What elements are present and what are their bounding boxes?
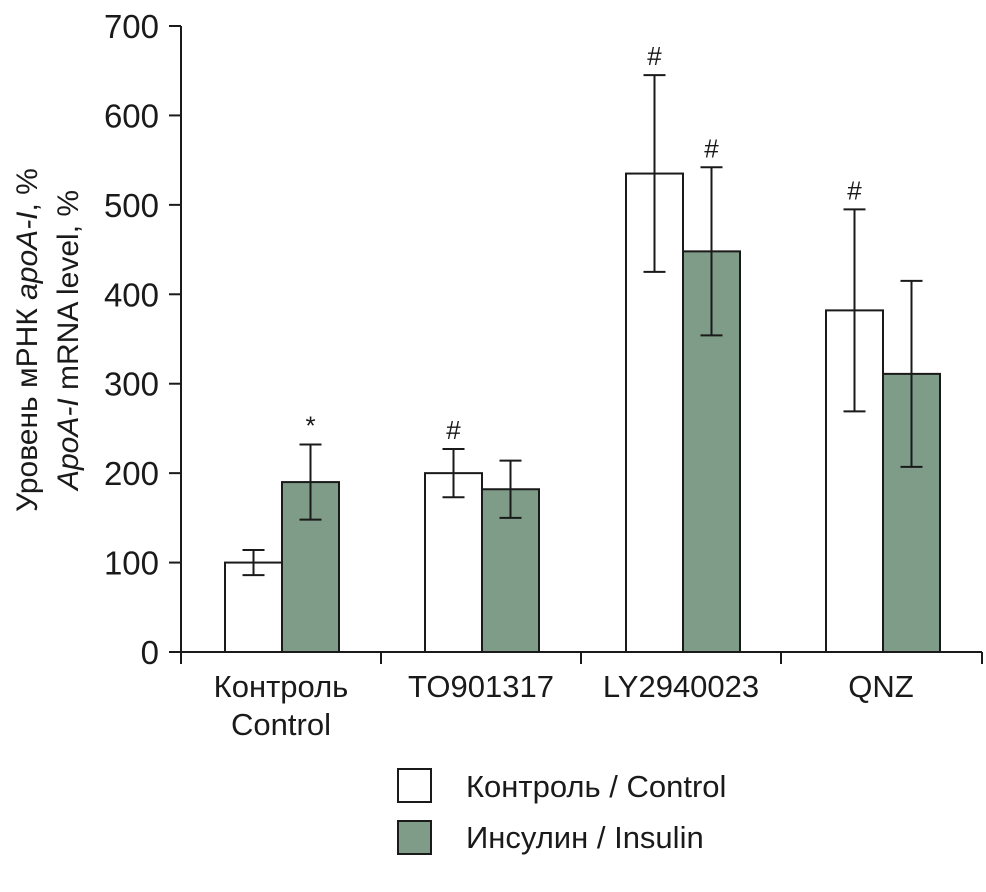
y-tick-label: 600 — [104, 97, 159, 134]
y-axis-title-line1-prefix: Уровень мРНК — [11, 300, 44, 512]
legend-item-insulin: Инсулин / Insulin — [397, 820, 704, 855]
legend-swatch-control — [397, 768, 432, 803]
y-axis-title-line2-suffix: mRNA level, % — [52, 190, 85, 398]
y-tick-label: 400 — [104, 276, 159, 313]
y-axis-title-line2: ApoA-I mRNA level, % — [52, 190, 85, 492]
category-label: LY2940023 — [603, 669, 759, 704]
y-axis-title: Уровень мРНК apoA-I, % ApoA-I mRNA level… — [11, 168, 85, 512]
y-tick-label: 700 — [104, 8, 159, 45]
legend-item-control: Контроль / Control — [397, 768, 726, 804]
y-tick-label: 300 — [104, 366, 159, 403]
significance-mark-insulin: * — [305, 411, 315, 441]
bar-control — [424, 472, 483, 653]
significance-mark-insulin: # — [704, 133, 719, 163]
y-tick-label: 200 — [104, 455, 159, 492]
y-axis-title-line1: Уровень мРНК apoA-I, % — [11, 168, 44, 512]
bar-control — [224, 561, 283, 653]
x-ticks — [180, 652, 983, 664]
y-tick-label: 500 — [104, 187, 159, 224]
significance-mark-control: # — [847, 175, 862, 205]
y-tick-label: 100 — [104, 545, 159, 582]
legend-label-control: Контроль / Control — [466, 769, 726, 804]
legend: Контроль / Control Инсулин / Insulin — [397, 768, 726, 855]
category-label: TO901317 — [408, 669, 554, 704]
category-label: Контроль — [214, 669, 349, 704]
y-tick-label: 0 — [141, 634, 159, 671]
legend-swatch-insulin — [397, 820, 432, 855]
y-axis-title-line1-italic: apoA-I — [11, 211, 44, 299]
y-ticks: 0 100 200 300 400 500 600 700 — [104, 8, 181, 671]
significance-mark-control: # — [647, 41, 662, 71]
category-label: QNZ — [848, 669, 913, 704]
significance-mark-control: # — [446, 415, 461, 445]
legend-label-insulin: Инсулин / Insulin — [466, 820, 704, 855]
y-axis-title-line2-italic: ApoA-I — [52, 398, 85, 492]
category-label-line2: Control — [231, 707, 331, 742]
y-axis-title-line1-suffix: , % — [11, 168, 44, 211]
bars: * # # # # — [224, 41, 941, 654]
